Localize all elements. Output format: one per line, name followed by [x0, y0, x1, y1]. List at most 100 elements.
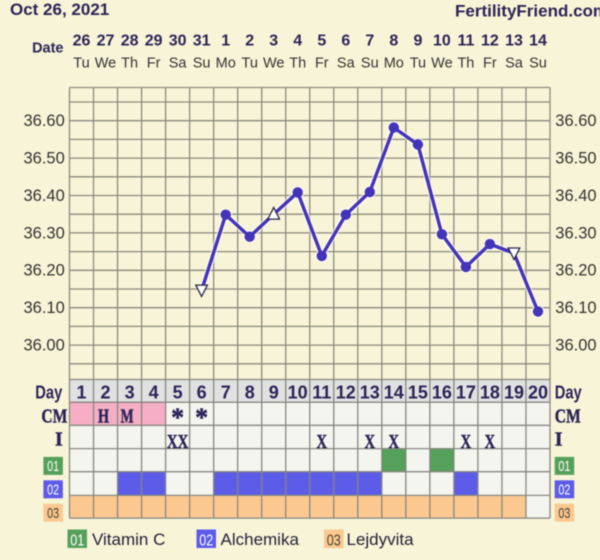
- svg-text:FertilityFriend.com: FertilityFriend.com: [455, 1, 600, 20]
- svg-text:Fr: Fr: [315, 56, 329, 72]
- svg-text:6: 6: [197, 383, 207, 403]
- svg-text:8: 8: [389, 32, 398, 49]
- svg-text:Alchemika: Alchemika: [221, 530, 300, 549]
- svg-text:Sa: Sa: [169, 56, 188, 72]
- svg-text:03: 03: [558, 505, 570, 522]
- svg-text:Lejdyvita: Lejdyvita: [347, 530, 415, 549]
- svg-text:4: 4: [293, 32, 302, 49]
- svg-text:Tu: Tu: [242, 56, 258, 72]
- svg-text:Tu: Tu: [410, 56, 426, 72]
- svg-text:Day: Day: [555, 382, 582, 402]
- svg-text:14: 14: [384, 383, 404, 403]
- svg-text:36.00: 36.00: [555, 337, 596, 355]
- svg-text:03: 03: [47, 505, 59, 522]
- svg-text:20: 20: [528, 383, 548, 403]
- svg-text:01: 01: [47, 458, 59, 475]
- svg-text:02: 02: [558, 482, 570, 499]
- svg-text:5: 5: [317, 32, 326, 49]
- svg-text:13: 13: [505, 32, 523, 49]
- svg-text:Vitamin C: Vitamin C: [92, 530, 165, 549]
- svg-text:8: 8: [245, 383, 255, 403]
- svg-text:12: 12: [336, 383, 356, 403]
- svg-text:02: 02: [199, 533, 213, 550]
- svg-text:29: 29: [145, 32, 163, 49]
- svg-text:5: 5: [173, 383, 183, 403]
- svg-text:13: 13: [360, 383, 380, 403]
- svg-text:12: 12: [481, 32, 499, 49]
- svg-text:36.30: 36.30: [24, 224, 65, 242]
- svg-text:36.50: 36.50: [24, 150, 65, 168]
- svg-text:Mo: Mo: [384, 56, 404, 72]
- svg-text:Day: Day: [35, 382, 62, 402]
- svg-text:36.10: 36.10: [555, 299, 596, 317]
- svg-text:CM: CM: [555, 407, 581, 428]
- svg-text:Fr: Fr: [483, 56, 497, 72]
- svg-text:1: 1: [76, 383, 86, 403]
- svg-text:27: 27: [97, 32, 115, 49]
- svg-text:X: X: [461, 431, 472, 453]
- svg-text:Tu: Tu: [73, 56, 89, 72]
- svg-text:M: M: [121, 407, 134, 428]
- svg-text:30: 30: [169, 32, 187, 49]
- svg-text:Oct 26, 2021: Oct 26, 2021: [10, 0, 109, 19]
- svg-text:7: 7: [221, 383, 231, 403]
- svg-text:Su: Su: [529, 56, 547, 72]
- svg-text:We: We: [263, 56, 285, 72]
- svg-text:Sa: Sa: [505, 56, 524, 72]
- svg-text:Su: Su: [361, 56, 379, 72]
- svg-text:36.30: 36.30: [555, 224, 596, 242]
- svg-text:9: 9: [269, 383, 279, 403]
- svg-text:CM: CM: [41, 407, 67, 428]
- svg-text:X: X: [365, 431, 376, 453]
- svg-text:17: 17: [456, 383, 476, 403]
- svg-text:36.10: 36.10: [24, 299, 65, 317]
- svg-text:36.20: 36.20: [24, 262, 65, 280]
- svg-text:28: 28: [121, 32, 139, 49]
- svg-text:Mo: Mo: [216, 56, 236, 72]
- svg-text:Th: Th: [289, 56, 306, 72]
- svg-text:26: 26: [73, 32, 91, 49]
- svg-text:7: 7: [365, 32, 374, 49]
- svg-text:19: 19: [504, 383, 524, 403]
- svg-text:Sa: Sa: [337, 56, 356, 72]
- svg-text:2: 2: [100, 383, 110, 403]
- svg-text:36.00: 36.00: [24, 337, 65, 355]
- svg-text:H: H: [98, 407, 109, 428]
- svg-text:1: 1: [221, 32, 230, 49]
- svg-text:X: X: [485, 431, 496, 453]
- svg-text:02: 02: [47, 482, 59, 499]
- svg-text:10: 10: [288, 383, 308, 403]
- svg-text:We: We: [431, 56, 453, 72]
- svg-text:36.50: 36.50: [555, 150, 596, 168]
- svg-text:*: *: [195, 403, 208, 432]
- svg-text:15: 15: [408, 383, 428, 403]
- svg-text:11: 11: [457, 32, 474, 49]
- svg-text:01: 01: [70, 533, 84, 550]
- svg-text:11: 11: [312, 383, 331, 403]
- svg-text:2: 2: [245, 32, 254, 49]
- svg-text:*: *: [171, 403, 184, 432]
- svg-text:X: X: [317, 431, 328, 453]
- svg-text:16: 16: [432, 383, 452, 403]
- svg-text:I: I: [55, 429, 63, 451]
- svg-text:36.40: 36.40: [24, 187, 65, 205]
- svg-text:18: 18: [480, 383, 500, 403]
- svg-text:X: X: [389, 431, 400, 453]
- svg-text:Su: Su: [193, 56, 211, 72]
- svg-text:14: 14: [529, 32, 547, 49]
- svg-text:9: 9: [413, 32, 422, 49]
- svg-text:36.60: 36.60: [555, 112, 596, 130]
- svg-text:3: 3: [125, 383, 135, 403]
- svg-text:10: 10: [433, 32, 451, 49]
- svg-text:01: 01: [558, 458, 570, 475]
- svg-text:03: 03: [327, 533, 341, 550]
- svg-text:XX: XX: [167, 431, 189, 453]
- svg-text:Date: Date: [32, 41, 63, 57]
- svg-text:Th: Th: [121, 56, 138, 72]
- svg-text:3: 3: [269, 32, 278, 49]
- svg-text:Th: Th: [457, 56, 474, 72]
- svg-text:4: 4: [149, 383, 159, 403]
- svg-text:Fr: Fr: [147, 56, 161, 72]
- svg-text:31: 31: [193, 32, 211, 49]
- svg-text:36.60: 36.60: [24, 112, 65, 130]
